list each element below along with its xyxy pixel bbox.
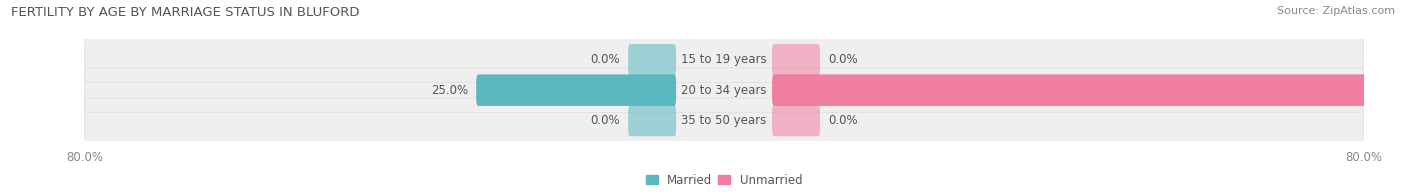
Text: 0.0%: 0.0% [828, 53, 858, 66]
FancyBboxPatch shape [628, 105, 676, 136]
Text: 20 to 34 years: 20 to 34 years [682, 84, 766, 97]
FancyBboxPatch shape [84, 68, 1364, 113]
Text: 0.0%: 0.0% [591, 53, 620, 66]
Text: FERTILITY BY AGE BY MARRIAGE STATUS IN BLUFORD: FERTILITY BY AGE BY MARRIAGE STATUS IN B… [11, 6, 360, 19]
FancyBboxPatch shape [772, 105, 820, 136]
Text: 75.0%: 75.0% [1379, 84, 1406, 97]
FancyBboxPatch shape [84, 37, 1364, 82]
FancyBboxPatch shape [772, 74, 1372, 106]
Text: 15 to 19 years: 15 to 19 years [682, 53, 766, 66]
Text: 0.0%: 0.0% [591, 114, 620, 127]
Text: Source: ZipAtlas.com: Source: ZipAtlas.com [1277, 6, 1395, 16]
FancyBboxPatch shape [628, 44, 676, 76]
FancyBboxPatch shape [84, 98, 1364, 143]
Text: 0.0%: 0.0% [828, 114, 858, 127]
Text: 25.0%: 25.0% [432, 84, 468, 97]
Text: 35 to 50 years: 35 to 50 years [682, 114, 766, 127]
FancyBboxPatch shape [477, 74, 676, 106]
FancyBboxPatch shape [772, 44, 820, 76]
Legend: Married, Unmarried: Married, Unmarried [641, 169, 807, 191]
